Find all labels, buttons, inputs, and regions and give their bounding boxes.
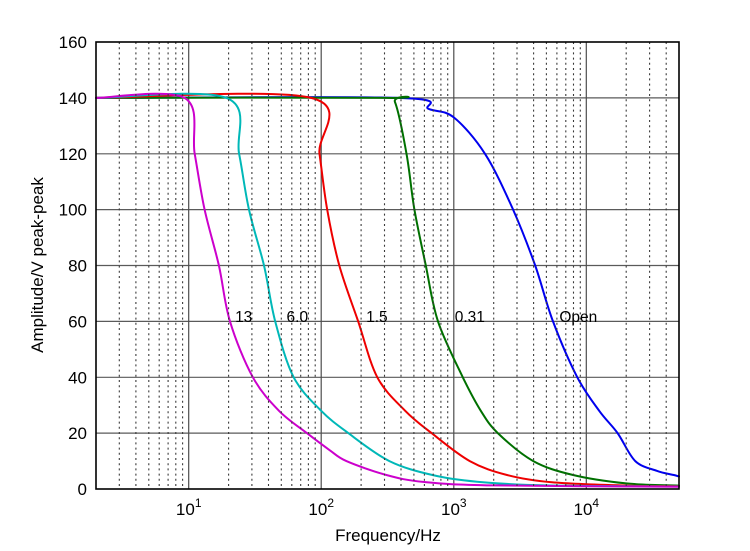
y-tick-label: 60	[68, 312, 87, 331]
curve-label-1-5: 1.5	[366, 309, 388, 326]
x-tick-label: 101	[176, 496, 202, 519]
y-tick-label: 140	[59, 89, 87, 108]
y-tick-label: 0	[78, 480, 87, 499]
curve-0-31	[95, 95, 680, 487]
y-axis-label: Amplitude/V peak-peak	[28, 177, 47, 353]
curve-13	[95, 92, 680, 488]
curve-annotations: 13 6.0 1.5 0.31 Open	[235, 309, 597, 326]
x-tick-label: 104	[573, 496, 599, 519]
x-tick-label: 102	[308, 496, 334, 519]
y-tick-label: 160	[59, 33, 87, 52]
curve-open	[95, 96, 680, 478]
y-tick-label: 20	[68, 424, 87, 443]
curve-label-6-0: 6.0	[287, 309, 309, 326]
y-tick-label: 120	[59, 145, 87, 164]
tick-labels: 0 20 40 60 80 100 120 140 160 101 102 103 104	[59, 33, 600, 519]
x-axis-label: Frequency/Hz	[335, 526, 441, 545]
curve-label-0-31: 0.31	[455, 309, 485, 326]
x-tick-label: 103	[441, 496, 467, 519]
y-tick-label: 80	[68, 257, 87, 276]
data-curves	[95, 92, 680, 488]
y-tick-label: 40	[68, 368, 87, 387]
gridlines-major	[96, 42, 679, 489]
curve-6-0	[95, 92, 680, 488]
plot-border	[95, 41, 680, 490]
curve-1-5	[95, 92, 680, 488]
axes-box	[95, 41, 680, 490]
curve-label-open: Open	[559, 309, 597, 326]
gridlines-minor-dotted	[118, 42, 667, 489]
curve-label-13: 13	[235, 309, 252, 326]
y-tick-label: 100	[59, 201, 87, 220]
